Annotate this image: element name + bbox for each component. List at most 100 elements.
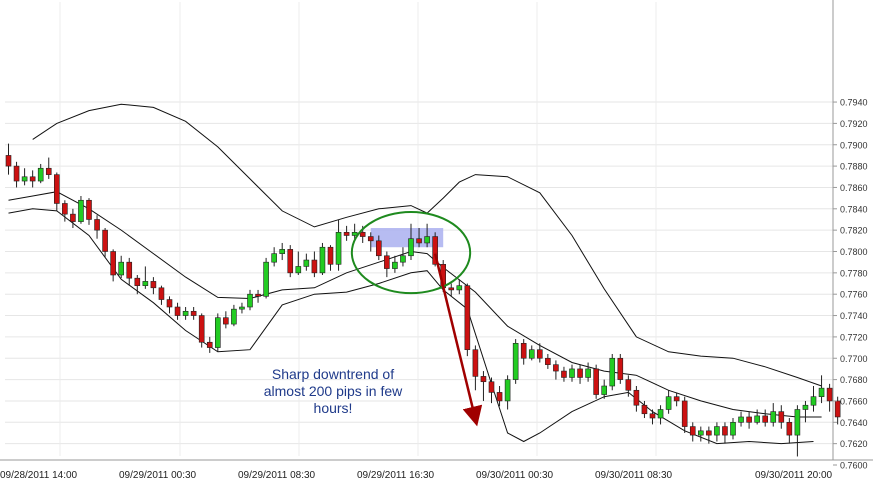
candle-body-down <box>778 411 785 423</box>
candle-body-down <box>70 213 76 222</box>
candle-body-up <box>182 310 189 316</box>
y-tick-label: 0.7800 <box>840 247 868 257</box>
candle <box>569 364 575 382</box>
candle <box>480 371 487 401</box>
candle <box>464 283 471 357</box>
candle-body-down <box>641 404 648 415</box>
candle-body-up <box>569 368 575 378</box>
y-tick-label: 0.7700 <box>840 354 868 364</box>
candle-body-up <box>21 176 28 182</box>
candle-body-up <box>802 404 809 410</box>
candle-body-up <box>303 259 310 267</box>
annotation-line: hours! <box>314 400 353 416</box>
y-tick-label: 0.7620 <box>840 439 868 449</box>
candle-body-up <box>142 281 149 286</box>
candle <box>392 255 398 273</box>
candle <box>762 409 769 427</box>
candle-body-up <box>665 396 672 410</box>
candle-body-down <box>561 370 567 378</box>
candle <box>593 364 599 399</box>
candle-body-down <box>416 238 422 244</box>
candle-body-up <box>657 409 664 419</box>
candle-body-up <box>714 426 720 436</box>
candle-body-down <box>375 240 382 257</box>
candle <box>13 161 20 188</box>
candle <box>697 426 704 442</box>
candle-body-down <box>593 368 599 395</box>
candle-body-down <box>633 389 640 406</box>
candle <box>826 383 833 412</box>
candle <box>472 345 479 391</box>
candle-body-up <box>215 317 221 348</box>
annotation-text: Sharp downtrend of almost 200 pips in few… <box>264 366 403 416</box>
candle <box>794 405 801 457</box>
candle <box>689 422 696 442</box>
candle <box>432 232 438 267</box>
highlight-box <box>370 228 444 248</box>
candle-body-down <box>488 381 495 393</box>
candle-body-down <box>255 293 261 297</box>
y-tick-label: 0.7860 <box>840 183 868 193</box>
candle <box>182 307 189 320</box>
candle-body-down <box>134 277 141 286</box>
candle-body-down <box>29 176 36 182</box>
candle <box>303 253 310 271</box>
candle-body-up <box>609 357 616 387</box>
candle <box>271 247 277 267</box>
candle-body-down <box>311 259 318 274</box>
candle-body-down <box>472 349 479 377</box>
candle <box>223 311 229 329</box>
candle <box>45 157 52 179</box>
candle-body-down <box>174 306 181 316</box>
candle <box>5 143 12 175</box>
candle-body-up <box>247 293 253 308</box>
candle-body-down <box>367 236 374 242</box>
candle <box>754 409 760 425</box>
candle-body-down <box>384 255 390 269</box>
grid-lines <box>5 2 833 456</box>
candle-body-up <box>697 430 704 436</box>
candle-body-up <box>239 306 245 310</box>
candle <box>335 219 342 271</box>
candle-body-down <box>496 392 503 402</box>
annotation-line: Sharp downtrend of <box>272 366 394 382</box>
candle-body-down <box>110 251 116 276</box>
candle-body-up <box>810 396 817 406</box>
candle-body-up <box>408 238 414 257</box>
candle-body-down <box>826 387 833 402</box>
candle <box>512 339 519 384</box>
candle <box>665 390 672 414</box>
x-tick-label: 09/29/2011 08:30 <box>238 470 316 481</box>
candle <box>722 422 728 444</box>
candle <box>343 225 350 241</box>
candle <box>738 411 744 427</box>
candle-body-down <box>158 287 165 300</box>
candle <box>287 245 294 278</box>
candle <box>150 277 157 295</box>
candle <box>633 386 640 412</box>
candle <box>94 215 100 239</box>
candle-body-down <box>681 400 688 427</box>
candle <box>174 302 181 320</box>
candle <box>456 279 463 295</box>
candle <box>609 353 616 391</box>
candle <box>400 247 406 267</box>
candle-body-down <box>673 396 680 402</box>
candle <box>134 274 141 295</box>
y-axis: 0.7600 0.7620 0.7640 0.7660 0.7680 0.7700 0.77… <box>832 0 868 471</box>
candle-body-up <box>585 368 591 378</box>
candle-body-up <box>263 261 269 297</box>
candle-body-down <box>198 315 205 343</box>
candle-body-up <box>37 167 44 182</box>
candle <box>198 313 205 348</box>
candle-body-up <box>738 416 744 423</box>
candle <box>86 198 92 225</box>
candle-body-down <box>536 349 543 359</box>
x-tick-label: 09/30/2011 20:00 <box>755 470 833 481</box>
candle-body-down <box>625 379 632 391</box>
candle-body-down <box>786 421 793 436</box>
candle <box>545 353 551 369</box>
x-tick-label: 09/28/2011 14:00 <box>0 470 78 481</box>
downtrend-arrow <box>433 253 483 427</box>
